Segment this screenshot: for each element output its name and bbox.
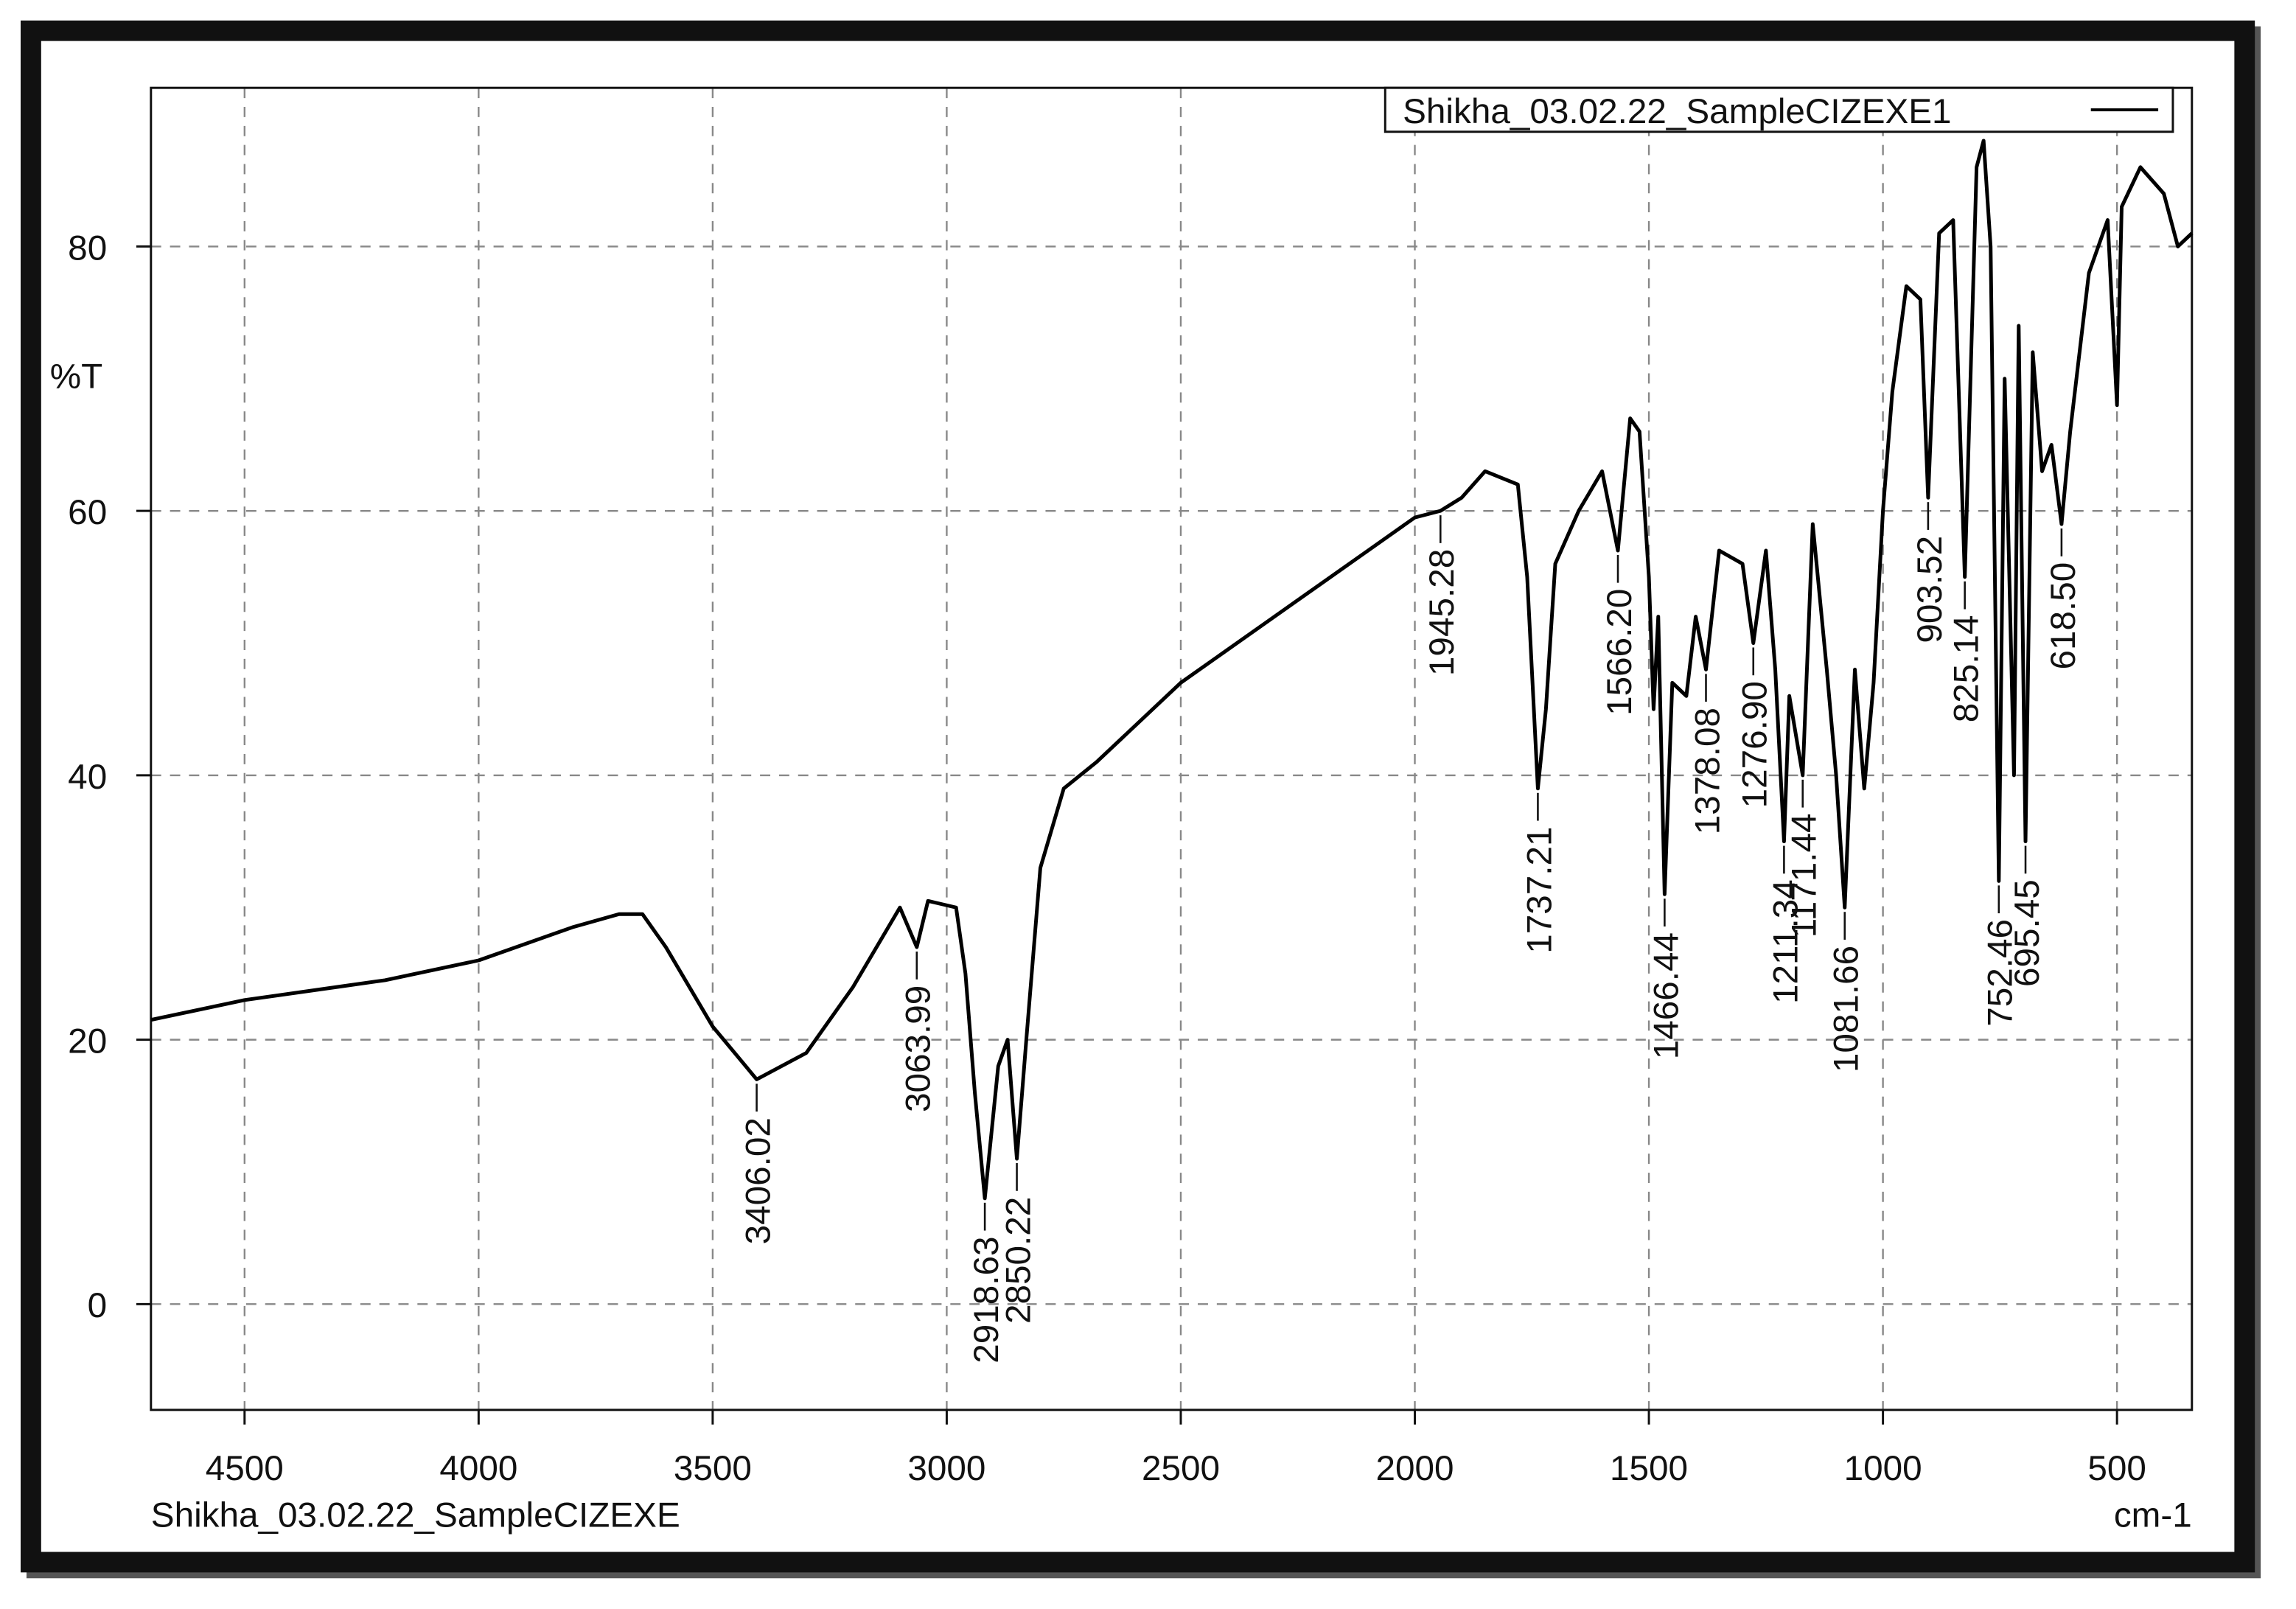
x-tick-label: 4000 bbox=[439, 1449, 517, 1488]
legend-box bbox=[1383, 86, 2174, 133]
x-tick-label: 4500 bbox=[206, 1449, 284, 1488]
x-tick-label: 2500 bbox=[1142, 1449, 1220, 1488]
peak-label: 1081.66 bbox=[1827, 946, 1866, 1072]
peak-label: 1466.44 bbox=[1647, 932, 1686, 1059]
peak-label: 695.45 bbox=[2008, 879, 2047, 987]
x-tick-label: 3000 bbox=[907, 1449, 985, 1488]
peak-label: 2850.22 bbox=[999, 1197, 1038, 1324]
x-tick-label: 3500 bbox=[674, 1449, 752, 1488]
x-axis-unit: cm-1 bbox=[2114, 1496, 2192, 1535]
plot-area: 4500 4000 3500 3000 2500 2000 1500 1000 500 0 20 40… bbox=[68, 86, 2194, 1488]
peak-label: 1276.90 bbox=[1736, 681, 1775, 808]
x-tick-label: 500 bbox=[2087, 1449, 2146, 1488]
y-axis-label: %T bbox=[50, 357, 102, 396]
legend: Shikha_03.02.22_SampleCIZEXE1 bbox=[1383, 86, 2174, 133]
peak-label: 1566.20 bbox=[1600, 589, 1639, 716]
y-tick-label: 60 bbox=[68, 493, 107, 532]
peak-label: 3063.99 bbox=[899, 985, 938, 1112]
peak-label: 1945.28 bbox=[1423, 549, 1462, 676]
y-tick-label: 0 bbox=[88, 1286, 108, 1325]
peak-label: 903.52 bbox=[1911, 536, 1950, 643]
x-tick-label: 2000 bbox=[1376, 1449, 1454, 1488]
legend-label: Shikha_03.02.22_SampleCIZEXE1 bbox=[1403, 92, 1951, 131]
peak-label: 825.14 bbox=[1947, 615, 1986, 722]
frame-inner bbox=[41, 41, 2235, 1552]
peak-label: 1171.44 bbox=[1785, 814, 1824, 938]
peak-label: 1737.21 bbox=[1520, 826, 1559, 953]
y-tick-label: 20 bbox=[68, 1022, 107, 1061]
spectrum-line bbox=[150, 139, 2194, 1201]
x-tick-label: 1000 bbox=[1844, 1449, 1922, 1488]
y-tick-label: 80 bbox=[68, 228, 107, 268]
peak-label: 618.50 bbox=[2044, 562, 2083, 670]
peak-label: 2918.63 bbox=[967, 1237, 1006, 1364]
file-label: Shikha_03.02.22_SampleCIZEXE bbox=[151, 1496, 680, 1535]
x-tick-label: 1500 bbox=[1610, 1449, 1688, 1488]
peak-label: 1211.34 bbox=[1766, 879, 1805, 1004]
peak-label: 752.46 bbox=[1981, 919, 2020, 1027]
plot-border bbox=[150, 86, 2194, 1411]
peak-label: 3406.02 bbox=[739, 1117, 778, 1244]
peak-label: 1378.08 bbox=[1688, 708, 1727, 834]
y-tick-label: 40 bbox=[68, 758, 107, 797]
